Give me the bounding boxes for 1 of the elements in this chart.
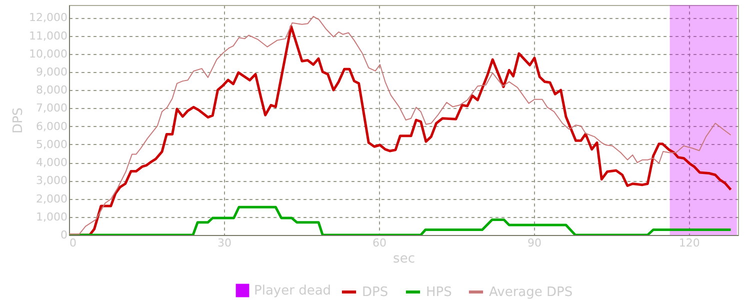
line-series — [69, 206, 732, 235]
